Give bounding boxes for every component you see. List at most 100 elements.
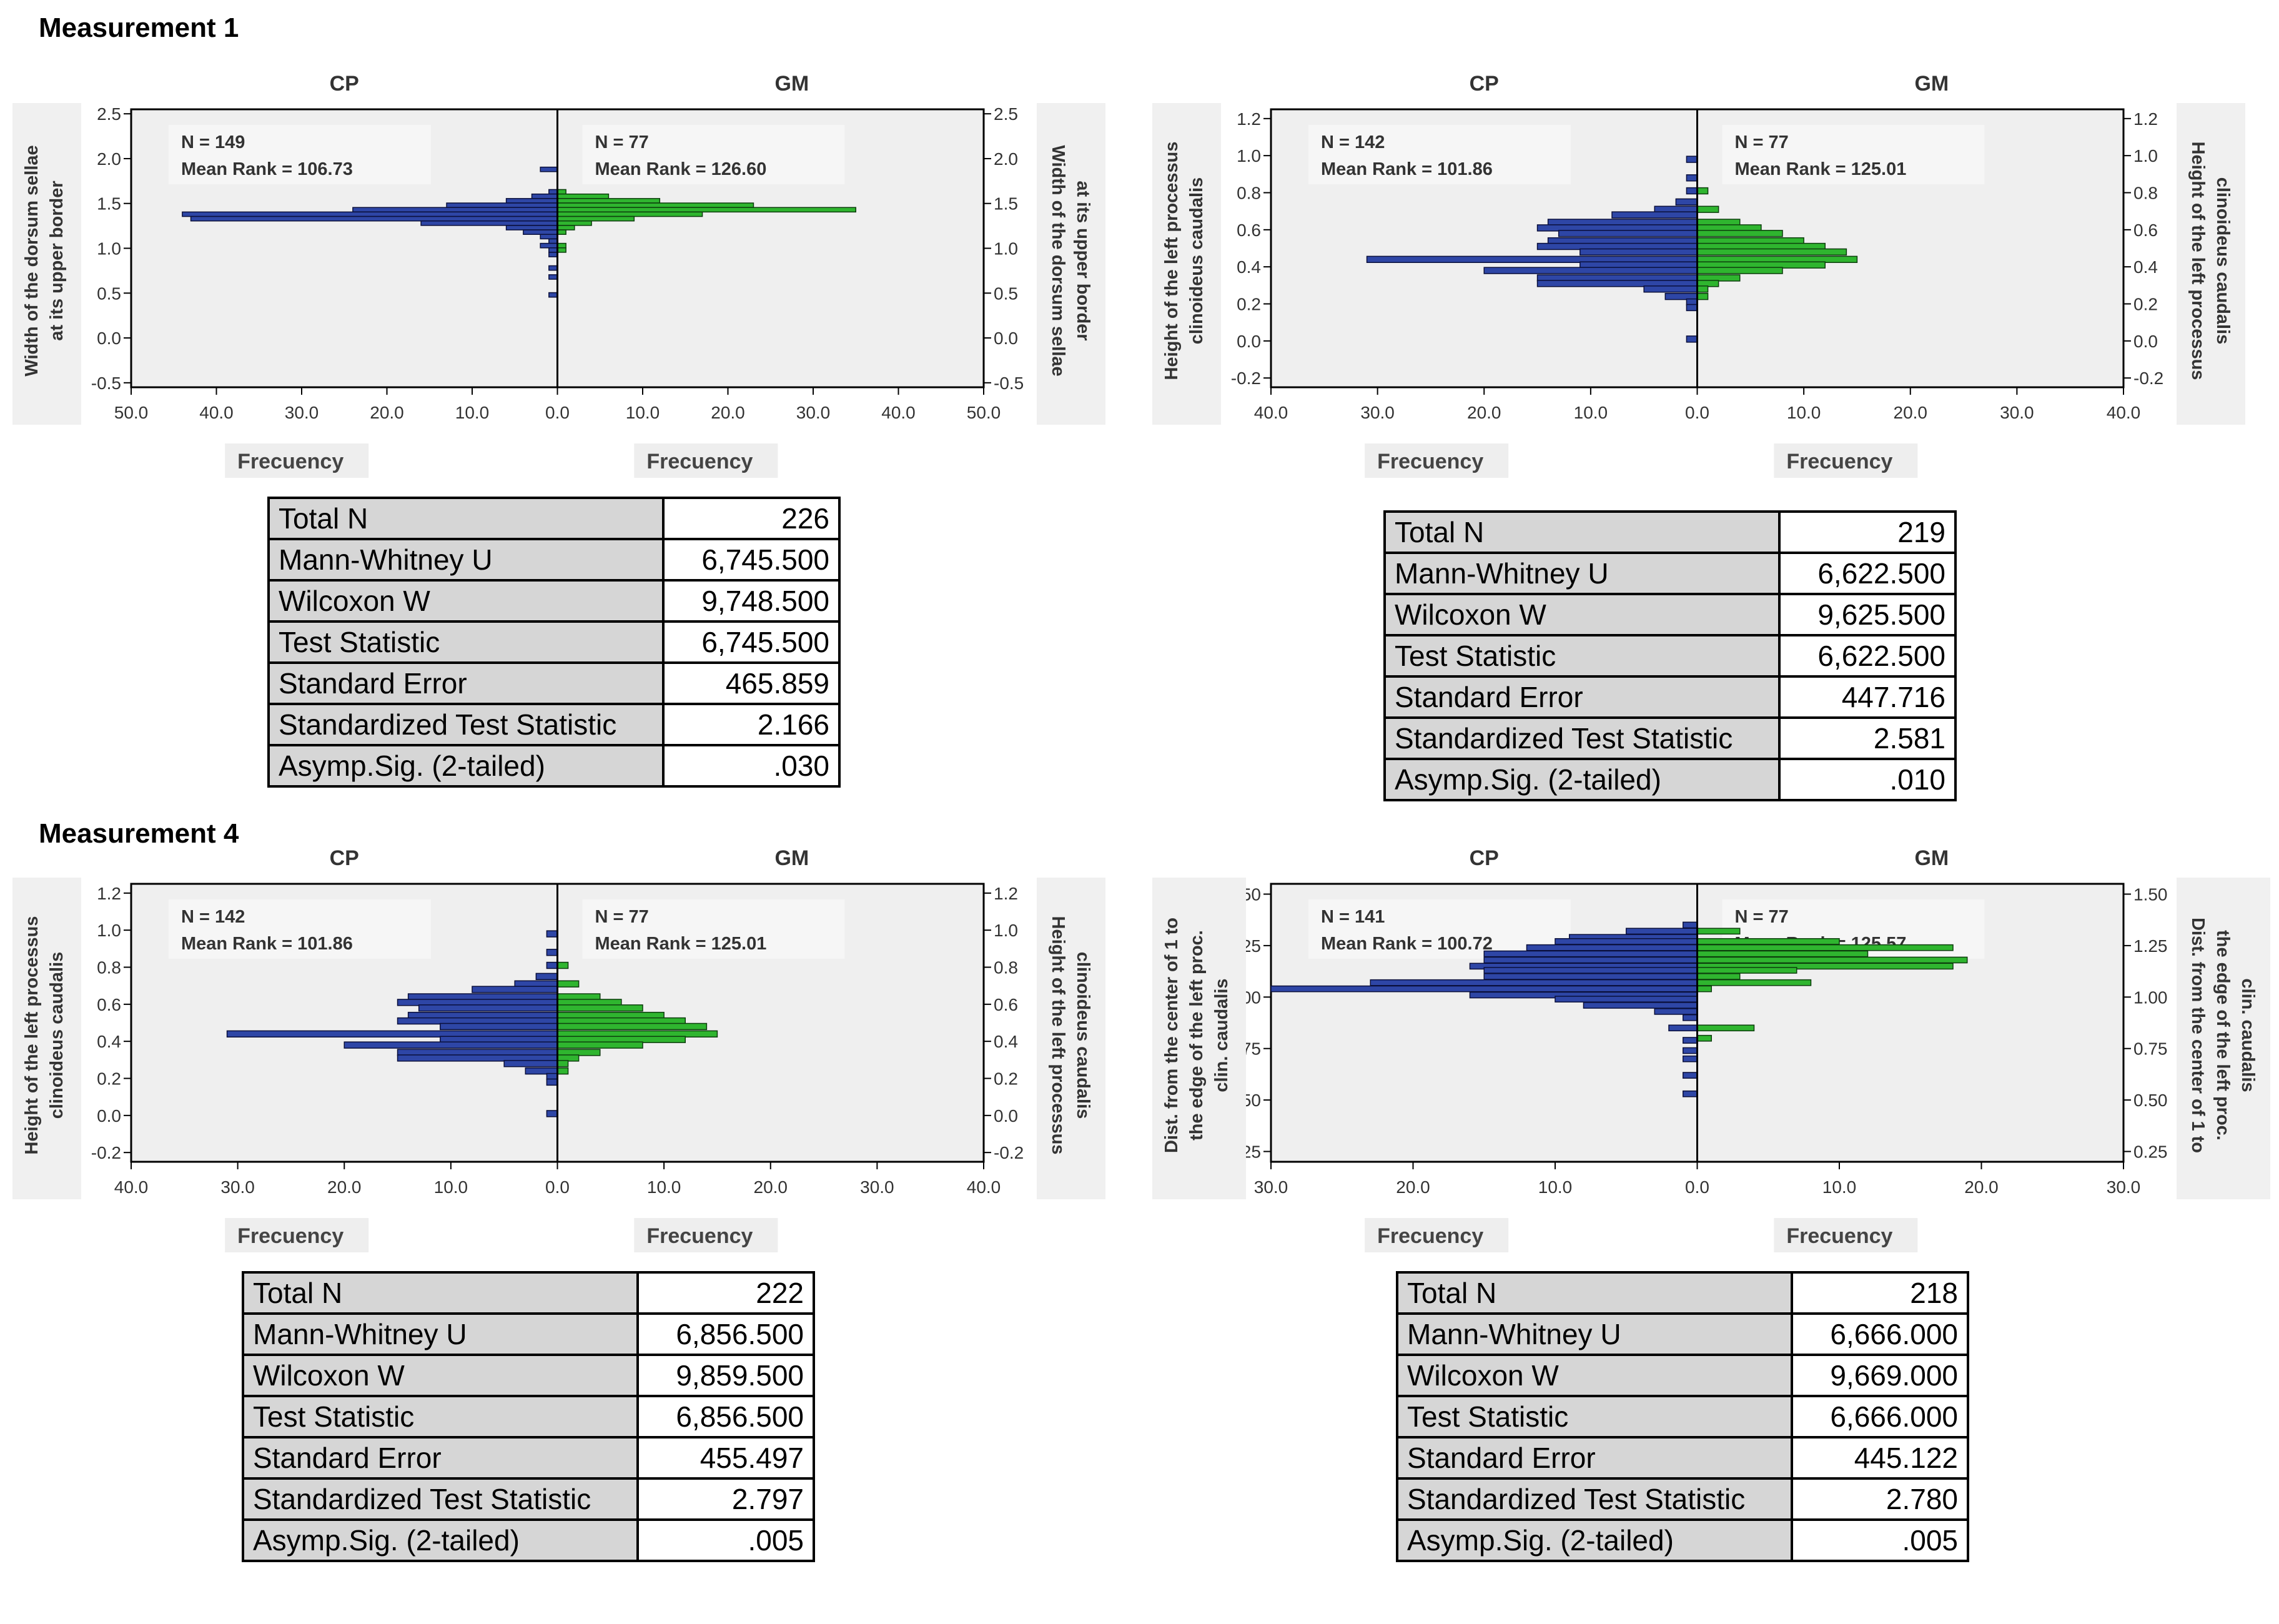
note-rank-left: Mean Rank = 101.86 <box>181 934 353 954</box>
stats-label: Mann-Whitney U <box>267 538 665 582</box>
bar-right-2 <box>556 198 661 204</box>
ylabel-left-line-1: the edge of the left proc. <box>1187 930 1207 1141</box>
xtick-label-3: 10.0 <box>434 1177 468 1197</box>
note-n-right: N = 77 <box>1735 907 1789 927</box>
stats-label: Standardized Test Statistic <box>1383 716 1781 760</box>
ytick-label-right-6: 2.5 <box>994 104 1018 124</box>
stats-table-3: Total N 222 Mann-Whitney U 6,856.500 Wilcoxo… <box>242 1271 815 1562</box>
note-rank-left: Mean Rank = 100.72 <box>1321 934 1493 954</box>
group-label-left: CP <box>1470 72 1499 96</box>
ytick-label-right-5: 0.8 <box>2133 184 2158 203</box>
ylabel-right-line-1: clinoideus caudalis <box>2213 177 2233 345</box>
ytick-label-right-0: -0.2 <box>994 1143 1024 1162</box>
bar-right-0 <box>556 961 569 969</box>
stats-label: Mann-Whitney U <box>1383 552 1781 595</box>
bar-right-10 <box>1696 1024 1755 1032</box>
stats-value: 465.859 <box>662 661 841 705</box>
bar-left-0 <box>1686 156 1698 163</box>
stats-label: Standardized Test Statistic <box>267 703 665 746</box>
ytick-label-left-6: 1.0 <box>1237 146 1261 166</box>
bar-left-2 <box>1686 187 1698 195</box>
stats-row: Test Statistic 6,622.500 <box>1383 634 1957 678</box>
xtick-label-1: 20.0 <box>1396 1177 1430 1197</box>
bar-right-4 <box>1696 956 1968 964</box>
bar-right-0 <box>1696 187 1709 195</box>
bar-right-7 <box>1696 248 1847 256</box>
bar-left-3 <box>1675 198 1698 206</box>
bar-left-12 <box>548 238 558 244</box>
stats-label: Standardized Test Statistic <box>242 1477 639 1521</box>
ylabel-right-line-1: at its upper border <box>1073 181 1093 340</box>
bar-left-19 <box>1683 1047 1698 1054</box>
xlabel-right: Frecuency <box>1786 1224 1892 1248</box>
stats-row: Asymp.Sig. (2-tailed) .005 <box>1396 1518 1969 1562</box>
bar-left-1 <box>546 949 558 956</box>
bar-right-2 <box>1696 944 1954 951</box>
ytick-label-left-5: 2.0 <box>97 149 121 169</box>
stats-value: 447.716 <box>1778 675 1957 719</box>
bar-left-14 <box>344 1041 558 1049</box>
stats-label: Standardized Test Statistic <box>1396 1477 1793 1521</box>
ytick-label-left-3: 1.0 <box>97 239 121 259</box>
xtick-label-5: 0.0 <box>545 403 570 422</box>
xtick-label-6: 20.0 <box>754 1177 788 1197</box>
ylabel-left-line-1: at its upper border <box>47 181 67 340</box>
ytick-label-right-4: 1.5 <box>994 194 1018 214</box>
stats-row: Asymp.Sig. (2-tailed) .030 <box>267 744 841 788</box>
ytick-label-left-1: 0.0 <box>1237 332 1261 351</box>
stats-row: Total N 218 <box>1396 1271 1969 1315</box>
ylabel-box-right <box>2177 878 2270 1199</box>
stats-value: 218 <box>1791 1271 1969 1315</box>
bar-right-1 <box>556 980 580 988</box>
group-label-left: CP <box>330 846 359 870</box>
ytick-label-right-0: -0.2 <box>2133 369 2163 388</box>
stats-label: Test Statistic <box>242 1395 639 1438</box>
ytick-label-right-6: 1.0 <box>2133 146 2158 166</box>
xtick-label-0: 40.0 <box>1254 403 1288 422</box>
stats-value: 222 <box>636 1271 815 1315</box>
xtick-label-8: 30.0 <box>796 403 831 422</box>
bar-right-10 <box>556 242 566 249</box>
ylabel-right-line-0: Height of the left processus <box>1048 916 1068 1155</box>
stats-value: 6,666.000 <box>1791 1312 1969 1356</box>
ylabel-right-line-0: Dist. from the center of 1 to <box>2188 918 2208 1153</box>
bar-left-14 <box>548 247 558 253</box>
bar-left-17 <box>548 274 558 280</box>
xtick-label-10: 50.0 <box>967 403 1001 422</box>
pyramid-chart-1: CP GM N = 149 Mean Rank = 106.73 N = 77 Mean … <box>12 72 1105 478</box>
bar-right-3 <box>1696 950 1869 958</box>
stats-table-2: Total N 219 Mann-Whitney U 6,622.500 Wilcoxo… <box>1383 510 1957 801</box>
bar-right-1 <box>1696 205 1719 213</box>
bar-right-1 <box>556 193 610 199</box>
stats-row: Standard Error 465.859 <box>267 661 841 705</box>
note-n-right: N = 77 <box>595 907 649 927</box>
ytick-label-right-2: 0.2 <box>2133 295 2158 314</box>
bar-right-8 <box>1696 979 1812 986</box>
stats-value: .030 <box>662 744 841 788</box>
xtick-label-0: 40.0 <box>114 1177 149 1197</box>
stats-value: 9,669.000 <box>1791 1354 1969 1397</box>
figure-1: CP GM N = 149 Mean Rank = 106.73 N = 77 Mean … <box>0 56 1140 849</box>
bar-left-4 <box>446 202 558 208</box>
ytick-label-left-7: 1.2 <box>1237 109 1261 129</box>
stats-label: Total N <box>267 497 665 540</box>
xlabel-box-left <box>225 443 369 478</box>
bar-left-11 <box>440 1022 558 1031</box>
ytick-label-left-0: -0.2 <box>1231 369 1261 388</box>
stats-row: Test Statistic 6,856.500 <box>242 1395 815 1438</box>
bar-left-3 <box>1555 938 1698 945</box>
bar-left-10 <box>523 229 558 235</box>
bar-left-0 <box>540 166 558 172</box>
bar-right-0 <box>556 189 566 195</box>
stats-label: Asymp.Sig. (2-tailed) <box>1383 758 1781 801</box>
bar-right-9 <box>1696 985 1712 993</box>
ytick-label-right-6: 1.0 <box>994 921 1018 940</box>
note-rank-right: Mean Rank = 125.01 <box>1735 159 1907 179</box>
note-box-right <box>582 125 845 184</box>
stats-row: Total N 226 <box>267 497 841 540</box>
stats-value: 2.581 <box>1778 716 1957 760</box>
bar-left-14 <box>1483 267 1698 274</box>
stats-row: Wilcoxon W 9,748.500 <box>267 579 841 623</box>
ytick-label-right-1: 0.0 <box>994 1106 1018 1126</box>
stats-row: Standard Error 455.497 <box>242 1436 815 1480</box>
